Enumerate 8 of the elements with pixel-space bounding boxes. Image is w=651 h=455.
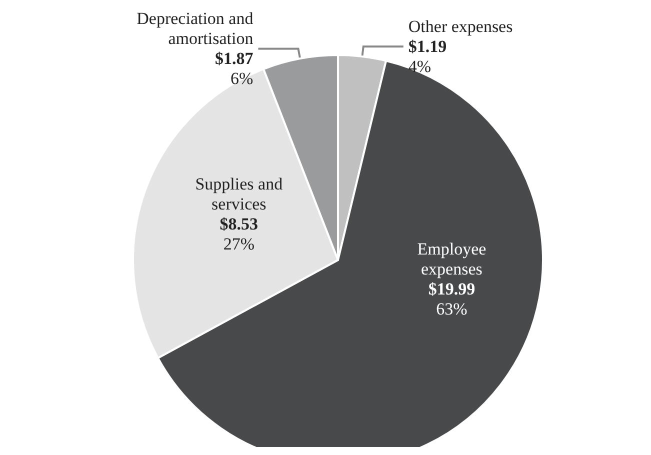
data-label: $1.87 6%: [214, 49, 254, 88]
data-label: $8.53 27%: [220, 214, 258, 254]
data-label: $1.19 4%: [408, 37, 447, 76]
data-label: $19.99 63%: [428, 280, 476, 319]
slice-label: Other expenses: [408, 17, 513, 36]
slice-label: Employee expenses: [417, 240, 486, 279]
slice-label: Supplies and services: [195, 174, 284, 214]
slice-label: Depreciation and amortisation: [136, 9, 254, 48]
